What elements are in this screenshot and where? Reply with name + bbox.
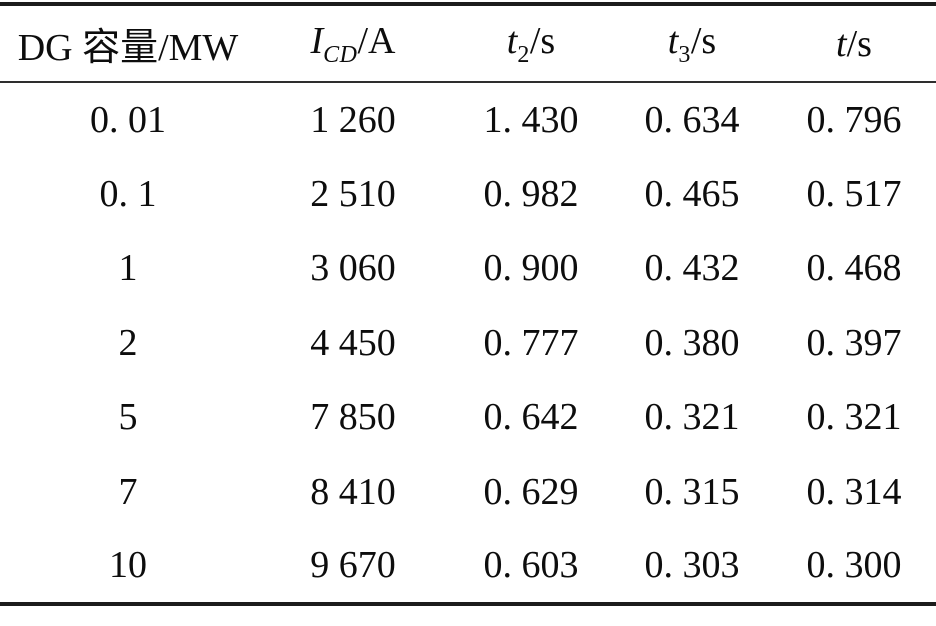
table-cell: 0. 777	[483, 321, 579, 364]
table-cell: 0. 517	[806, 172, 902, 215]
table-cell: 0. 397	[806, 321, 902, 364]
header-row: DG 容量/MW ICD/A t2/s t3/s t/s	[0, 4, 936, 83]
header-unit: /s	[846, 22, 872, 65]
table-cell: 5	[118, 396, 138, 439]
table-cell: 2	[118, 321, 138, 364]
header-subscript: 3	[678, 41, 691, 68]
table-cell: 7	[118, 470, 138, 513]
table-row: 10 9 670 0. 603 0. 303 0. 300	[0, 529, 936, 604]
table-cell: 0. 468	[806, 247, 902, 290]
table-cell: 0. 01	[90, 98, 166, 141]
table-row: 1 3 060 0. 900 0. 432 0. 468	[0, 231, 936, 306]
header-variable: I	[310, 19, 324, 62]
col-header-t: t/s	[772, 4, 936, 83]
table-cell: 1 260	[310, 98, 396, 141]
table-cell: 0. 634	[644, 98, 740, 141]
table-cell: 1	[118, 247, 138, 290]
table-row: 2 4 450 0. 777 0. 380 0. 397	[0, 306, 936, 381]
table-row: 5 7 850 0. 642 0. 321 0. 321	[0, 380, 936, 455]
header-variable: t	[506, 19, 518, 62]
table-row: 7 8 410 0. 629 0. 315 0. 314	[0, 455, 936, 530]
table-cell: 4 450	[310, 321, 396, 364]
table-cell: 0. 465	[644, 172, 740, 215]
header-unit: /s	[690, 19, 717, 62]
data-table: DG 容量/MW ICD/A t2/s t3/s t/s 0. 01 1 260…	[0, 2, 936, 606]
table-cell: 10	[109, 544, 147, 587]
header-subscript: 2	[517, 41, 530, 68]
table-cell: 0. 432	[644, 247, 740, 290]
table-cell: 0. 982	[483, 172, 579, 215]
table-cell: 3 060	[310, 247, 396, 290]
table-cell: 0. 900	[483, 247, 579, 290]
table-cell: 1. 430	[483, 98, 579, 141]
col-header-dg-capacity: DG 容量/MW	[0, 4, 256, 83]
table-cell: 9 670	[310, 544, 396, 587]
header-text: DG 容量/MW	[17, 27, 239, 69]
col-header-t3: t3/s	[612, 4, 772, 83]
table-cell: 0. 1	[99, 172, 157, 215]
table-row: 0. 1 2 510 0. 982 0. 465 0. 517	[0, 157, 936, 232]
table-cell: 0. 303	[644, 544, 740, 587]
table-cell: 0. 315	[644, 470, 740, 513]
col-header-icd: ICD/A	[256, 4, 450, 83]
table-row: 0. 01 1 260 1. 430 0. 634 0. 796	[0, 82, 936, 157]
header-unit: /A	[357, 19, 396, 62]
table-cell: 2 510	[310, 172, 396, 215]
header-unit: /s	[529, 19, 556, 62]
table-cell: 0. 380	[644, 321, 740, 364]
table-cell: 0. 796	[806, 98, 902, 141]
header-subscript: CD	[323, 41, 358, 68]
table-cell: 8 410	[310, 470, 396, 513]
table-cell: 0. 629	[483, 470, 579, 513]
table-cell: 0. 321	[806, 396, 902, 439]
table-cell: 0. 642	[483, 396, 579, 439]
table-cell: 0. 603	[483, 544, 579, 587]
table-cell: 0. 314	[806, 470, 902, 513]
table-cell: 0. 321	[644, 396, 740, 439]
header-variable: t	[836, 22, 847, 65]
col-header-t2: t2/s	[450, 4, 612, 83]
table-cell: 0. 300	[806, 544, 902, 587]
table-cell: 7 850	[310, 396, 396, 439]
header-variable: t	[667, 19, 679, 62]
